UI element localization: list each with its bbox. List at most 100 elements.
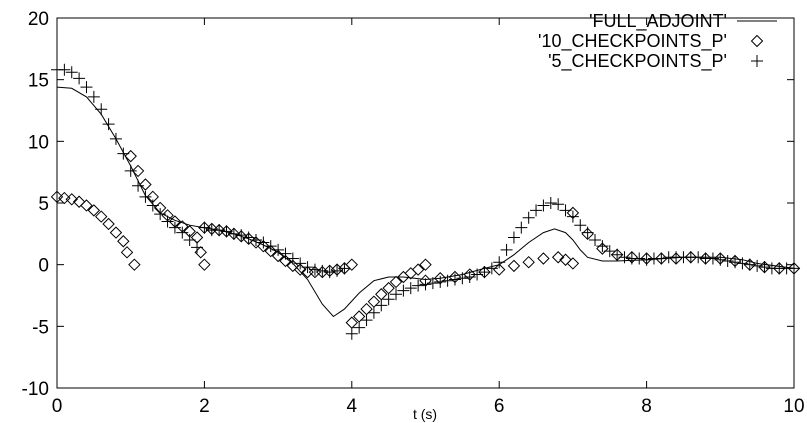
diamond-point (286, 259, 300, 273)
plus-point (706, 252, 719, 265)
x-tick-label: 0 (52, 396, 63, 417)
plus-point (264, 240, 277, 253)
y-tick-label: 10 (28, 132, 49, 153)
diamond-point (131, 164, 145, 178)
diamond-point (109, 226, 123, 239)
plus-point (574, 219, 587, 232)
diamond-point (80, 199, 93, 212)
plot-frame (56, 17, 795, 389)
axis-ticks (56, 17, 795, 389)
plus-point (257, 236, 270, 249)
diamond-point (124, 149, 137, 163)
diamond-point (537, 252, 550, 265)
plus-point (220, 225, 233, 238)
diamond-point (235, 230, 248, 243)
plus-point (434, 275, 447, 288)
plus-point (146, 199, 159, 212)
plus-point (552, 198, 565, 211)
diamond-point (492, 263, 506, 276)
diamond-point (58, 191, 71, 205)
x-tick-label: 2 (199, 396, 210, 417)
plus-point (124, 164, 137, 177)
diamond-point (507, 259, 521, 273)
y-tick-label: 0 (38, 256, 49, 277)
plus-point (581, 226, 594, 239)
plus-point (375, 299, 388, 312)
diamond-point (102, 217, 115, 231)
plus-point (213, 224, 226, 237)
plus-point (471, 268, 484, 281)
plus-point (139, 190, 152, 203)
plus-point (102, 118, 115, 131)
plus-point (331, 264, 344, 277)
plus-point (611, 248, 624, 261)
diamond-point (128, 258, 141, 271)
plus-point (456, 272, 469, 285)
plus-point (522, 211, 535, 224)
plus-point (323, 266, 336, 279)
plus-point (751, 259, 764, 272)
plus-point (235, 229, 248, 242)
plus-point (493, 256, 506, 269)
plus-point (507, 231, 520, 244)
x-tick-label: 4 (347, 396, 358, 417)
plus-point (566, 210, 579, 223)
plus-point (286, 252, 299, 265)
diamond-point (87, 204, 101, 217)
plus-point (301, 261, 314, 274)
plus-point (544, 197, 557, 209)
diamond-point (65, 193, 78, 206)
diamond-point (316, 265, 329, 279)
legend-label: 'FULL_ADJOINT' (589, 11, 727, 32)
diamond-point (249, 236, 263, 249)
plus-point (655, 252, 668, 265)
diamond-point (411, 263, 425, 276)
x-tick-labels: 0 2 4 6 8 10 (52, 396, 805, 417)
plus-point (353, 321, 366, 334)
plus-point (294, 257, 307, 270)
legend-marker-swatch (751, 55, 763, 67)
diamond-point (522, 255, 535, 269)
y-tick-label: 15 (28, 71, 49, 92)
legend-label: '10_CHECKPOINTS_P' (538, 31, 727, 52)
diamond-point (294, 263, 307, 276)
plus-point (478, 266, 491, 279)
plus-point (729, 256, 742, 269)
x-tick-label: 10 (783, 396, 804, 417)
diamond-point (669, 252, 683, 265)
plus-point (183, 234, 196, 246)
diamond-point (566, 257, 580, 270)
diamond-point (264, 244, 277, 258)
plus-point (788, 262, 800, 275)
plus-point (559, 204, 572, 217)
plus-point (721, 254, 734, 267)
legend: 'FULL_ADJOINT''10_CHECKPOINTS_P''5_CHECK… (538, 11, 777, 72)
plus-point (272, 243, 285, 256)
diamond-point (120, 246, 134, 259)
plus-point (404, 282, 417, 295)
diamond-point (596, 242, 609, 255)
plus-point (596, 240, 609, 253)
y-tick-label: 20 (28, 9, 49, 30)
series-2 (51, 63, 800, 340)
plus-point (80, 81, 93, 94)
plus-point (279, 247, 292, 260)
diamond-point (581, 227, 594, 241)
series-layer (50, 63, 801, 340)
plus-point (485, 262, 498, 275)
plus-point (242, 231, 255, 244)
diamond-point (198, 258, 211, 271)
diamond-point (95, 210, 108, 223)
plus-point (117, 147, 130, 160)
plus-point (249, 234, 262, 246)
plus-point (530, 204, 543, 217)
plus-point (618, 251, 631, 264)
plus-point (95, 103, 108, 116)
plus-point (154, 208, 167, 221)
diamond-point (257, 239, 270, 253)
diamond-point (345, 258, 359, 271)
plus-point (412, 279, 425, 292)
diamond-point (50, 190, 64, 204)
plus-point (603, 245, 616, 258)
